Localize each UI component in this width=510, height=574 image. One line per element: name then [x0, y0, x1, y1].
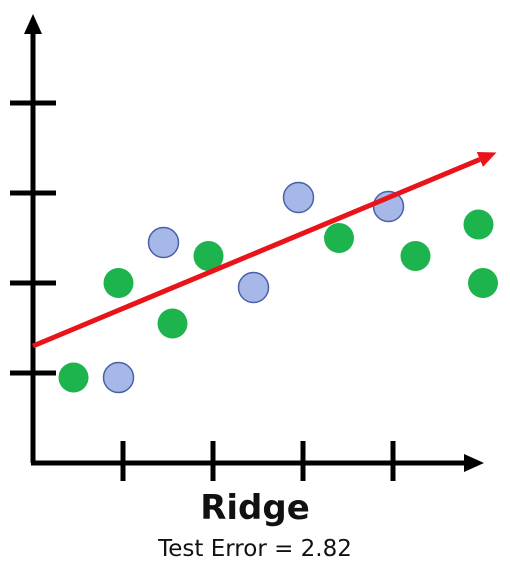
chart-axes: [10, 14, 484, 481]
chart-title: Ridge: [200, 488, 310, 528]
y-axis-arrow: [24, 14, 42, 34]
data-point: [103, 268, 134, 298]
data-point: [468, 268, 498, 298]
regression-line-stroke: [32, 157, 481, 349]
x-axis-arrow: [464, 454, 484, 472]
data-point: [193, 241, 224, 271]
data-point: [157, 308, 188, 339]
regression-line-arrowhead: [476, 152, 497, 167]
data-point: [463, 209, 494, 240]
data-point: [282, 181, 315, 214]
data-point: [147, 226, 180, 259]
data-point: [102, 361, 135, 394]
data-point: [324, 223, 354, 253]
chart-subtitle: Test Error = 2.82: [158, 536, 352, 562]
data-point: [58, 362, 89, 393]
data-point: [400, 241, 431, 271]
regression-line: [32, 152, 497, 349]
chart-points: [58, 181, 498, 394]
data-point: [237, 271, 270, 304]
